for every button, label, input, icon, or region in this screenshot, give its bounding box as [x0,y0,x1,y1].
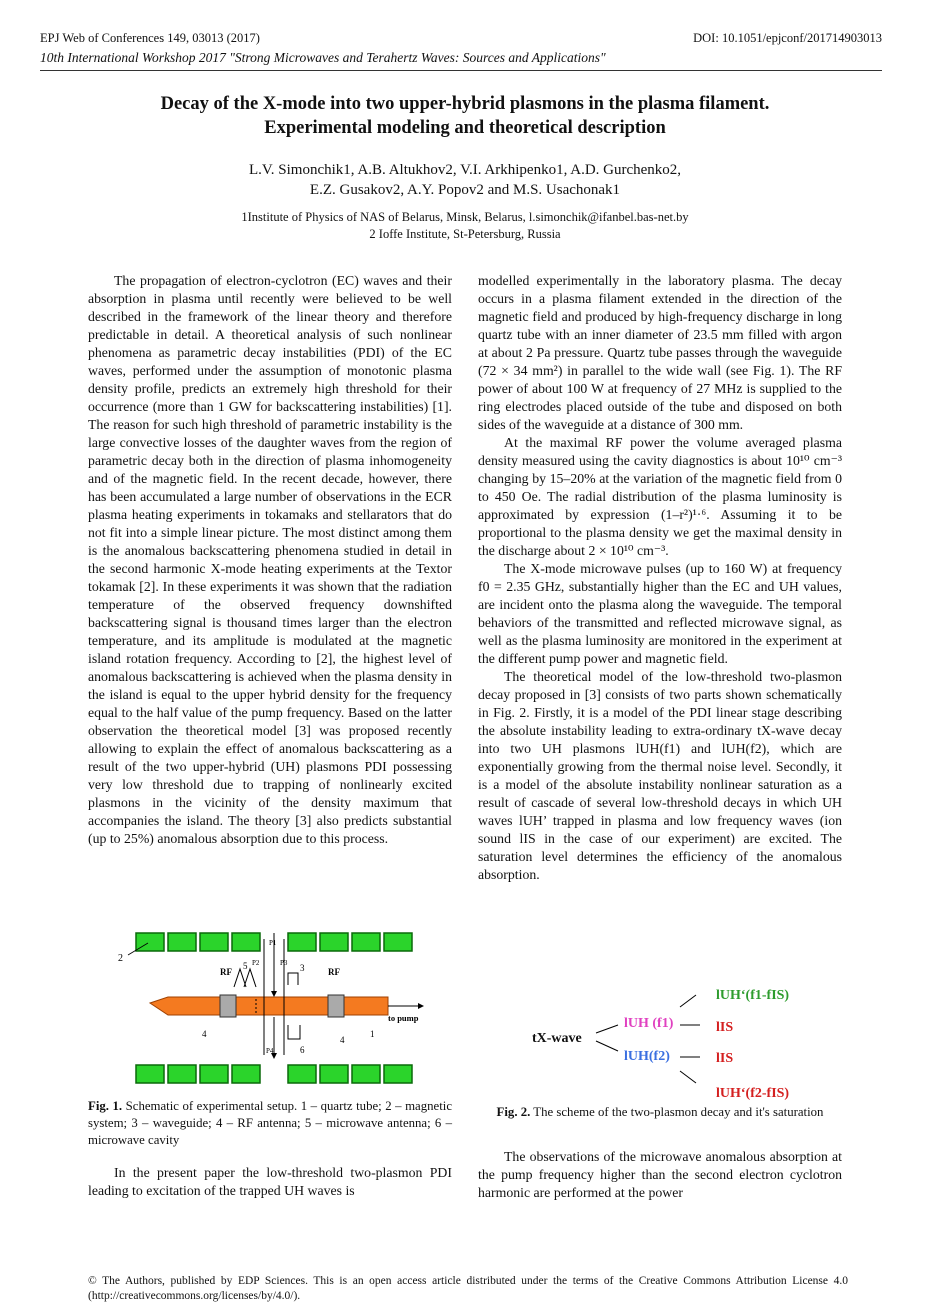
decay-scheme-diagram: tX-wave lUH (f1) lUH(f2) lUH‘(f1-fIS) lI… [532,988,789,1101]
title-line-1: Decay of the X-mode into two upper-hybri… [160,94,770,114]
l-is-label-2: lIS [716,1051,733,1066]
caption-label: Fig. 2. [496,1105,531,1119]
figure-2-caption: Fig. 2. The scheme of the two-plasmon de… [478,1104,842,1121]
quartz-tube [148,996,389,1016]
waveguide [255,939,285,1055]
label-p3: P3 [280,959,288,967]
figure-1-caption: Fig. 1. Schematic of experimental setup.… [88,1098,452,1149]
figure-1-setup-schematic: 2 to pump P1 P2 P3 P4 5 3 6 RF RF 4 4 1 [88,925,452,1095]
label-6: 6 [300,1045,305,1055]
label-5: 5 [243,961,248,971]
microwave-antenna [233,967,257,988]
label-rf-left: RF [220,967,232,977]
title-line-2: Experimental modeling and theoretical de… [264,118,666,138]
paragraph: In the present paper the low-threshold t… [88,1165,452,1198]
paragraph: The X-mode microwave pulses (up to 160 W… [478,561,842,666]
caption-label: Fig. 1. [88,1099,123,1113]
label-p2: P2 [252,959,260,967]
affiliation-2: 2 Ioffe Institute, St-Petersburg, Russia [369,227,561,241]
microwave-cavity [287,1025,301,1040]
license-footer: © The Authors, published by EDP Sciences… [88,1275,848,1302]
workshop-line: 10th International Workshop 2017 "Strong… [40,50,606,65]
label-1: 1 [370,1029,375,1039]
paragraph: The propagation of electron-cyclotron (E… [88,273,452,846]
authors-line-1: L.V. Simonchik1, A.B. Altukhov2, V.I. Ar… [248,162,682,178]
label-4-right: 4 [340,1035,345,1045]
label-rf-right: RF [328,967,340,977]
label-p1: P1 [269,939,277,947]
left-column-continued: In the present paper the low-threshold t… [88,1164,452,1200]
label-to-pump: to pump [388,1013,419,1023]
figure-2-decay-scheme: tX-wave lUH (f1) lUH(f2) lUH‘(f1-fIS) lI… [478,975,842,1110]
running-header: EPJ Web of Conferences 149, 03013 (2017)… [40,31,882,46]
magnetic-coils-bottom [135,1064,413,1084]
paragraph: The observations of the microwave anomal… [478,1149,842,1200]
affiliation-1: 1Institute of Physics of NAS of Belarus,… [241,210,689,224]
doi: DOI: 10.1051/epjconf/201714903013 [693,31,882,45]
rf-antenna-right [327,994,345,1018]
right-column-continued: The observations of the microwave anomal… [478,1148,842,1202]
paragraph: modelled experimentally in the laborator… [478,273,842,432]
magnetic-coils-top [135,932,413,952]
paper-title: Decay of the X-mode into two upper-hybri… [60,92,870,140]
l-uh-prime-top-label: lUH‘(f1-fIS) [716,988,789,1003]
caption-text: Schematic of experimental setup. 1 – qua… [88,1099,453,1147]
rf-antenna-left [219,994,237,1018]
l-is-label-1: lIS [716,1020,733,1035]
label-3: 3 [300,963,305,973]
l-uh-f2-label: lUH(f2) [624,1049,670,1064]
authors-line-2: E.Z. Gusakov2, A.Y. Popov2 and M.S. Usac… [309,182,621,198]
caption-text: The scheme of the two-plasmon decay and … [533,1105,824,1119]
author-list: L.V. Simonchik1, A.B. Altukhov2, V.I. Ar… [90,160,840,200]
label-2: 2 [118,953,123,964]
l-uh-prime-bottom-label: lUH‘(f2-fIS) [716,1086,789,1101]
t-xwave-label: tX-wave [532,1031,582,1046]
paragraph: The theoretical model of the low-thresho… [478,669,842,882]
right-column: modelled experimentally in the laborator… [478,272,842,884]
left-column: The propagation of electron-cyclotron (E… [88,272,452,848]
paragraph: At the maximal RF power the volume avera… [478,435,842,558]
label-p4: P4 [266,1047,274,1055]
l-uh-f1-label: lUH (f1) [624,1016,674,1031]
label-4-left: 4 [202,1029,207,1039]
header-divider [40,70,882,71]
journal-reference: EPJ Web of Conferences 149, 03013 (2017) [40,31,260,45]
setup-diagram: 2 to pump P1 P2 P3 P4 5 3 6 RF RF 4 4 1 [118,932,424,1084]
affiliations: 1Institute of Physics of NAS of Belarus,… [90,209,840,243]
